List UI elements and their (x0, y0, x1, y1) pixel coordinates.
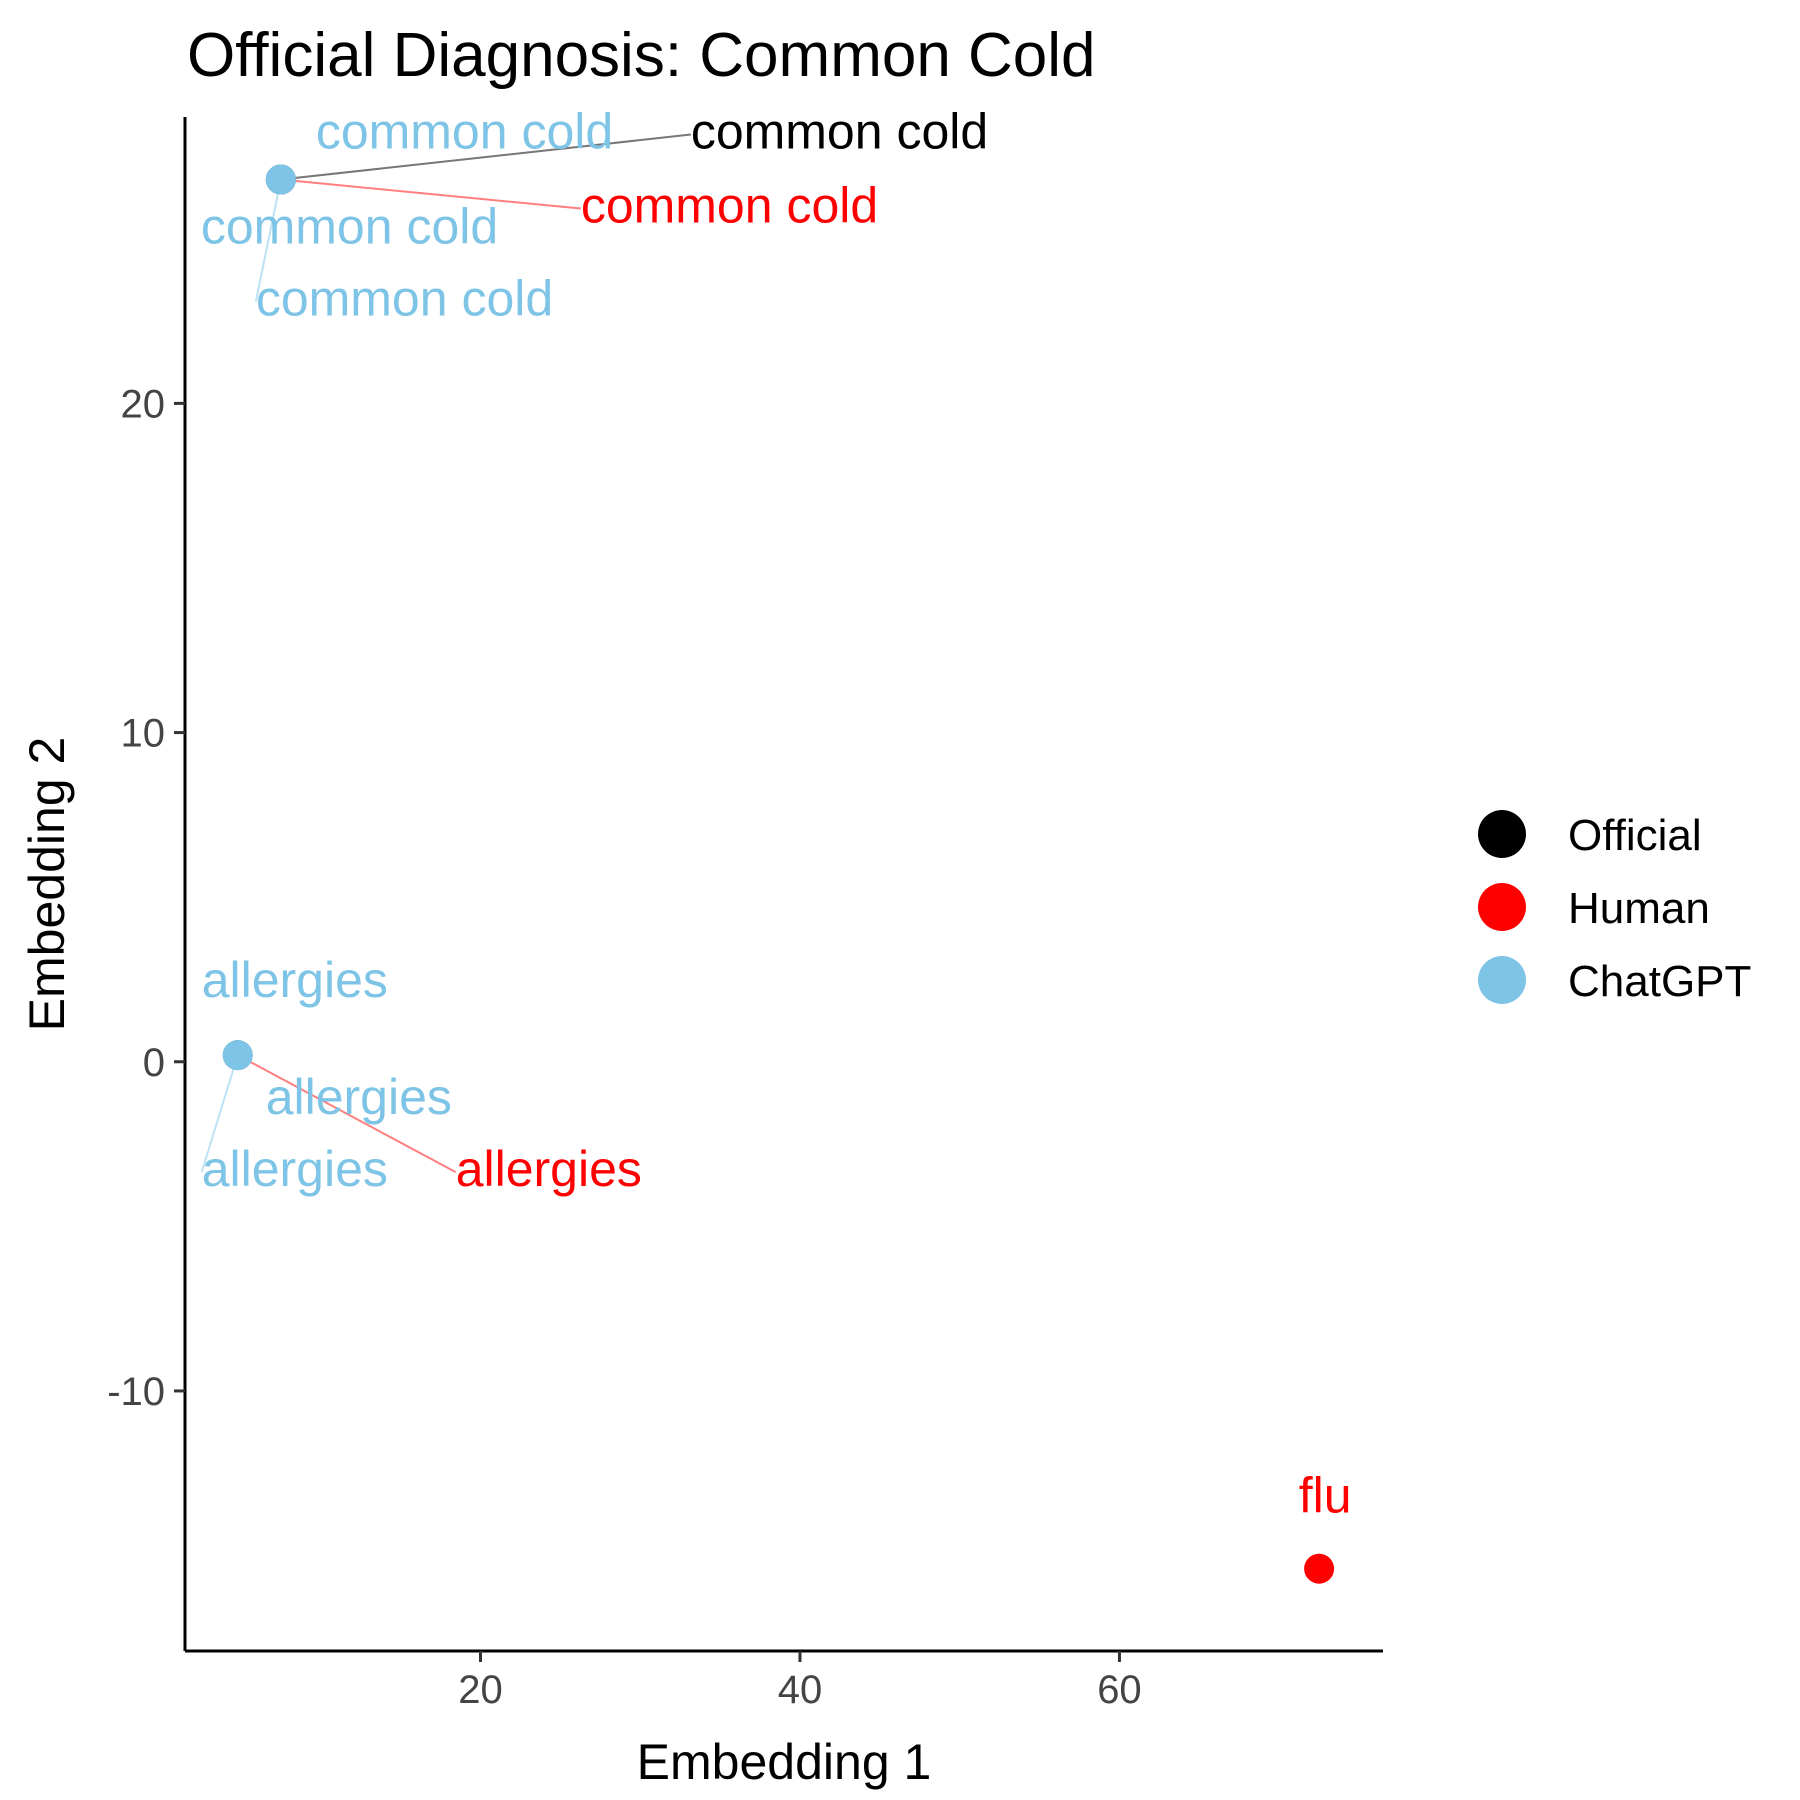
point-label: common cold (691, 104, 988, 160)
x-tick-label: 40 (778, 1668, 823, 1712)
x-axis-ticks: 20 40 60 (458, 1651, 1142, 1712)
point-label: flu (1299, 1468, 1352, 1524)
point-label: allergies (202, 952, 388, 1008)
leader-line (280, 178, 581, 210)
point-labels: common cold common cold allergies flu common… (201, 104, 1352, 1524)
point-label: common cold (316, 104, 613, 160)
leader-line (200, 1054, 239, 1173)
label-leader-lines (200, 133, 691, 1174)
data-point (1304, 1553, 1335, 1584)
y-tick-label: 10 (121, 712, 166, 756)
leader-line (254, 179, 282, 302)
point-label: common cold (256, 271, 553, 327)
chart-title: Official Diagnosis: Common Cold (187, 21, 1096, 90)
y-axis-title: Embedding 2 (19, 737, 75, 1032)
leader-line (237, 1054, 457, 1174)
y-axis-ticks: -10 0 10 20 (107, 382, 185, 1414)
legend-label: Official (1568, 811, 1702, 860)
x-tick-label: 60 (1097, 1668, 1142, 1712)
point-label: allergies (266, 1069, 452, 1125)
legend-key (1478, 956, 1526, 1004)
point-label: allergies (456, 1141, 642, 1197)
legend-label: ChatGPT (1568, 957, 1751, 1006)
point-label: common cold (581, 178, 878, 234)
y-tick-label: -10 (107, 1370, 165, 1414)
data-point (222, 1040, 253, 1071)
y-tick-label: 20 (121, 382, 166, 426)
data-points (222, 164, 1335, 1584)
point-label: allergies (202, 1141, 388, 1197)
y-tick-label: 0 (143, 1041, 165, 1085)
leader-line (280, 133, 691, 181)
point-label: common cold (201, 199, 498, 255)
legend-key (1478, 810, 1526, 858)
legend-key (1478, 883, 1526, 931)
x-tick-label: 20 (458, 1668, 503, 1712)
x-axis-title: Embedding 1 (637, 1734, 932, 1790)
data-point (265, 164, 296, 195)
legend-label: Human (1568, 884, 1710, 933)
legend: Official Human ChatGPT (1478, 810, 1751, 1006)
